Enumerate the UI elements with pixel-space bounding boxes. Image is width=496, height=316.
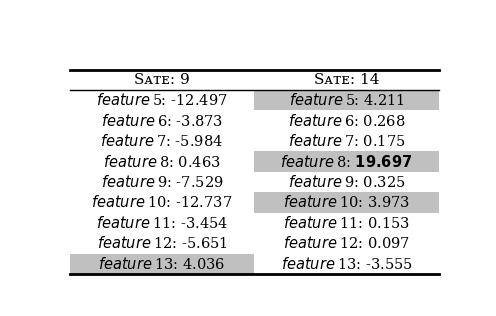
Bar — [69, 253, 254, 274]
Text: Sᴀᴛᴇ: 14: Sᴀᴛᴇ: 14 — [313, 73, 379, 87]
Text: $\mathit{feature}$ 6: 0.268: $\mathit{feature}$ 6: 0.268 — [288, 112, 405, 129]
Text: $\mathit{feature}$ 10: -12.737: $\mathit{feature}$ 10: -12.737 — [91, 194, 233, 210]
Text: $\mathit{feature}$ 6: -3.873: $\mathit{feature}$ 6: -3.873 — [101, 112, 223, 129]
Bar — [254, 151, 438, 172]
Text: $\mathit{feature}$ 13: -3.555: $\mathit{feature}$ 13: -3.555 — [281, 256, 412, 272]
Text: $\mathit{feature}$ 8: 0.463: $\mathit{feature}$ 8: 0.463 — [103, 154, 221, 169]
Text: $\mathit{feature}$ 5: -12.497: $\mathit{feature}$ 5: -12.497 — [96, 92, 228, 108]
Text: $\mathit{feature}$ 9: 0.325: $\mathit{feature}$ 9: 0.325 — [288, 174, 405, 190]
Text: $\mathit{feature}$ 11: -3.454: $\mathit{feature}$ 11: -3.454 — [96, 215, 228, 231]
Text: $\mathit{feature}$ 5: 4.211: $\mathit{feature}$ 5: 4.211 — [289, 92, 404, 108]
Text: $\mathit{feature}$ 11: 0.153: $\mathit{feature}$ 11: 0.153 — [283, 215, 410, 231]
Text: $\mathit{feature}$ 13: 4.036: $\mathit{feature}$ 13: 4.036 — [98, 256, 226, 272]
Text: $\mathit{feature}$ 12: 0.097: $\mathit{feature}$ 12: 0.097 — [283, 235, 410, 251]
Text: $\mathit{feature}$ 9: -7.529: $\mathit{feature}$ 9: -7.529 — [101, 174, 223, 190]
Text: $\mathit{feature}$ 10: 3.973: $\mathit{feature}$ 10: 3.973 — [283, 194, 410, 210]
Text: $\mathit{feature}$ 7: 0.175: $\mathit{feature}$ 7: 0.175 — [288, 133, 405, 149]
Text: $\mathit{feature}$ 7: -5.984: $\mathit{feature}$ 7: -5.984 — [101, 133, 223, 149]
Text: Sᴀᴛᴇ: 9: Sᴀᴛᴇ: 9 — [134, 73, 190, 87]
Text: $\mathit{feature}$ 12: -5.651: $\mathit{feature}$ 12: -5.651 — [97, 235, 227, 251]
Bar — [254, 90, 438, 110]
Bar — [254, 192, 438, 213]
Text: $\mathit{feature}$ 8: $\mathbf{19.697}$: $\mathit{feature}$ 8: $\mathbf{19.697}$ — [280, 154, 413, 169]
